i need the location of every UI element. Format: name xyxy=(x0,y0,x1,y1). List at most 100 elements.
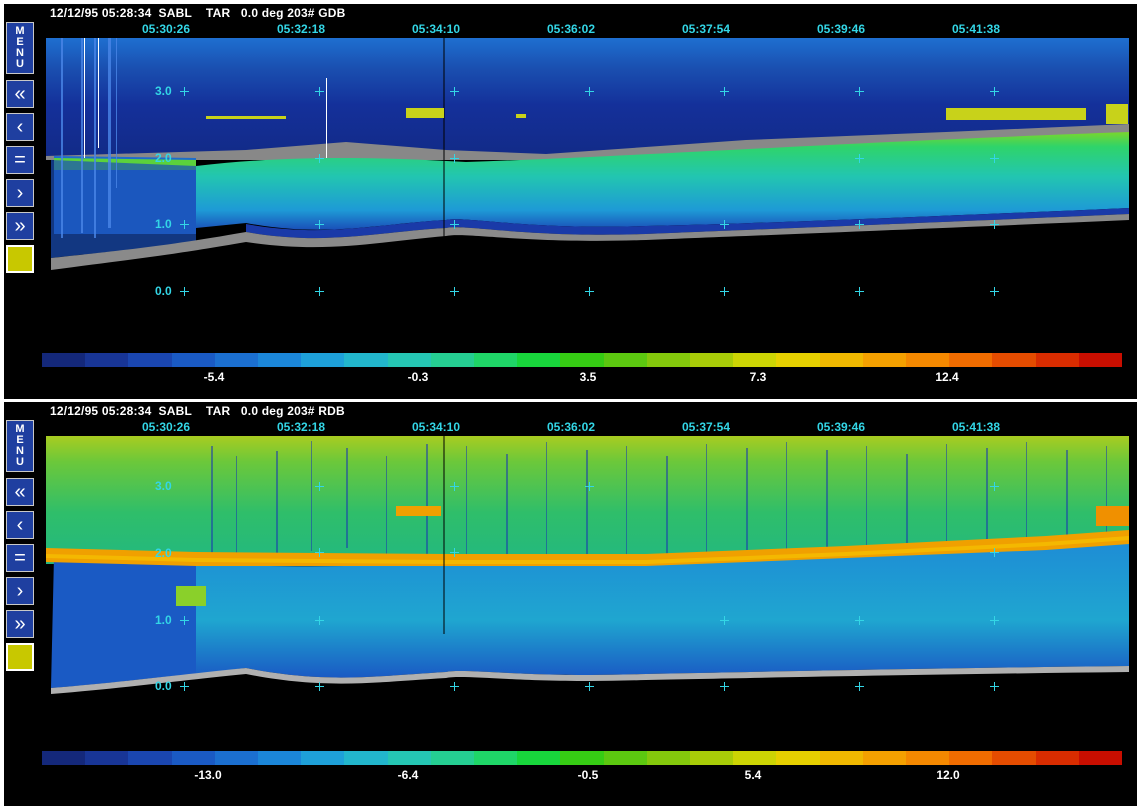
forward-button[interactable]: › xyxy=(6,577,34,605)
colorbar-cell xyxy=(560,353,604,367)
time-label: 05:30:26 xyxy=(141,22,191,36)
forward-fast-icon: » xyxy=(14,613,26,635)
panel-header: 12/12/95 05:28:34 SABL TAR 0.0 deg 203# … xyxy=(50,404,345,418)
colorbar-tick: -5.4 xyxy=(203,370,225,384)
panel-header: 12/12/95 05:28:34 SABL TAR 0.0 deg 203# … xyxy=(50,6,346,20)
colorbar-cell xyxy=(733,751,777,765)
y-axis-label: 0.0 xyxy=(155,284,172,298)
colorbar-tick: -6.4 xyxy=(397,768,419,782)
colorbar-cell xyxy=(646,353,691,367)
colorbar-cell xyxy=(819,751,863,765)
colorbar-cell xyxy=(128,353,172,367)
menu-label: MENU xyxy=(15,25,25,70)
y-axis-label: 1.0 xyxy=(155,217,172,231)
menu-button[interactable]: MENU xyxy=(6,420,34,472)
colorbar-cell xyxy=(214,353,259,367)
colorbar-cell xyxy=(949,353,993,367)
panel-rdb: 12/12/95 05:28:34 SABL TAR 0.0 deg 203# … xyxy=(4,402,1137,806)
y-axis-label: 3.0 xyxy=(155,479,172,493)
colorbar-cell xyxy=(344,751,388,765)
colorbar-cell xyxy=(819,353,863,367)
colorbar-cell xyxy=(862,353,907,367)
colorbar-cell xyxy=(42,353,86,367)
rewind-fast-icon: « xyxy=(14,83,26,105)
panel-gdb: 12/12/95 05:28:34 SABL TAR 0.0 deg 203# … xyxy=(4,4,1137,399)
colorbar-cell xyxy=(474,353,518,367)
pause-button[interactable]: = xyxy=(6,544,34,572)
colorbar-cell xyxy=(474,751,518,765)
forward-fast-button[interactable]: » xyxy=(6,610,34,638)
menu-button[interactable]: MENU xyxy=(6,22,34,74)
colorbar-cell xyxy=(1078,751,1123,765)
colorbar xyxy=(42,353,1123,367)
colorbar-cell xyxy=(560,751,604,765)
time-label: 05:39:46 xyxy=(816,420,866,434)
time-label: 05:36:02 xyxy=(546,22,596,36)
rewind-button[interactable]: ‹ xyxy=(6,511,34,539)
colorbar-cell xyxy=(1035,353,1079,367)
y-axis-label: 0.0 xyxy=(155,679,172,693)
time-label: 05:37:54 xyxy=(681,420,731,434)
pause-icon: = xyxy=(14,547,26,569)
forward-fast-button[interactable]: » xyxy=(6,212,34,240)
y-axis-label: 2.0 xyxy=(155,546,172,560)
lidar-plot-gdb: 3.0 2.0 1.0 0.0 xyxy=(46,38,1129,348)
colorbar-tick: 12.0 xyxy=(936,768,960,782)
colorbar xyxy=(42,751,1123,765)
lidar-plot-rdb: 3.0 2.0 1.0 0.0 xyxy=(46,436,1129,746)
color-swatch-button[interactable] xyxy=(6,643,34,671)
y-axis-label: 1.0 xyxy=(155,613,172,627)
colorbar-cell xyxy=(171,751,215,765)
colorbar-cell xyxy=(733,353,777,367)
colorbar-cell xyxy=(1035,751,1079,765)
colorbar-cell xyxy=(992,751,1036,765)
colorbar-cell xyxy=(214,751,259,765)
time-label: 05:36:02 xyxy=(546,420,596,434)
time-label: 05:39:46 xyxy=(816,22,866,36)
colorbar-cell xyxy=(690,353,734,367)
colorbar-cell xyxy=(690,751,734,765)
colorbar-cell xyxy=(258,751,302,765)
colorbar-tick: 12.4 xyxy=(935,370,959,384)
colorbar-cell xyxy=(301,353,345,367)
rewind-fast-button[interactable]: « xyxy=(6,478,34,506)
colorbar-cell xyxy=(42,751,86,765)
colorbar-cell xyxy=(646,751,691,765)
colorbar-cell xyxy=(301,751,345,765)
colorbar-cell xyxy=(171,353,215,367)
colorbar-tick: 5.4 xyxy=(744,768,762,782)
rewind-fast-button[interactable]: « xyxy=(6,80,34,108)
grid-crosses xyxy=(180,482,999,691)
time-axis: 05:30:26 05:32:18 05:34:10 05:36:02 05:3… xyxy=(4,22,1137,38)
pause-button[interactable]: = xyxy=(6,146,34,174)
time-label: 05:41:38 xyxy=(951,420,1001,434)
colorbar-cell xyxy=(1078,353,1123,367)
colorbar-tick: -0.5 xyxy=(577,768,599,782)
color-swatch-button[interactable] xyxy=(6,245,34,273)
colorbar-cell xyxy=(258,353,302,367)
time-label: 05:37:54 xyxy=(681,22,731,36)
y-axis-label: 3.0 xyxy=(155,84,172,98)
colorbar-cell xyxy=(949,751,993,765)
time-label: 05:32:18 xyxy=(276,420,326,434)
y-axis-label: 2.0 xyxy=(155,151,172,165)
colorbar-cell xyxy=(862,751,907,765)
colorbar-cell xyxy=(776,353,820,367)
colorbar-cell xyxy=(344,353,388,367)
colorbar-cell xyxy=(906,353,950,367)
time-label: 05:32:18 xyxy=(276,22,326,36)
colorbar-cell xyxy=(906,751,950,765)
colorbar-cell xyxy=(85,353,129,367)
rewind-icon: ‹ xyxy=(16,514,24,536)
time-label: 05:34:10 xyxy=(411,22,461,36)
time-axis: 05:30:26 05:32:18 05:34:10 05:36:02 05:3… xyxy=(4,420,1137,436)
forward-button[interactable]: › xyxy=(6,179,34,207)
colorbar-cell xyxy=(776,751,820,765)
colorbar-cell xyxy=(128,751,172,765)
forward-icon: › xyxy=(16,580,24,602)
forward-icon: › xyxy=(16,182,24,204)
colorbar-ticks: -13.0 -6.4 -0.5 5.4 12.0 xyxy=(42,768,1122,782)
rewind-button[interactable]: ‹ xyxy=(6,113,34,141)
menu-label: MENU xyxy=(15,423,25,468)
colorbar-cell xyxy=(430,751,475,765)
